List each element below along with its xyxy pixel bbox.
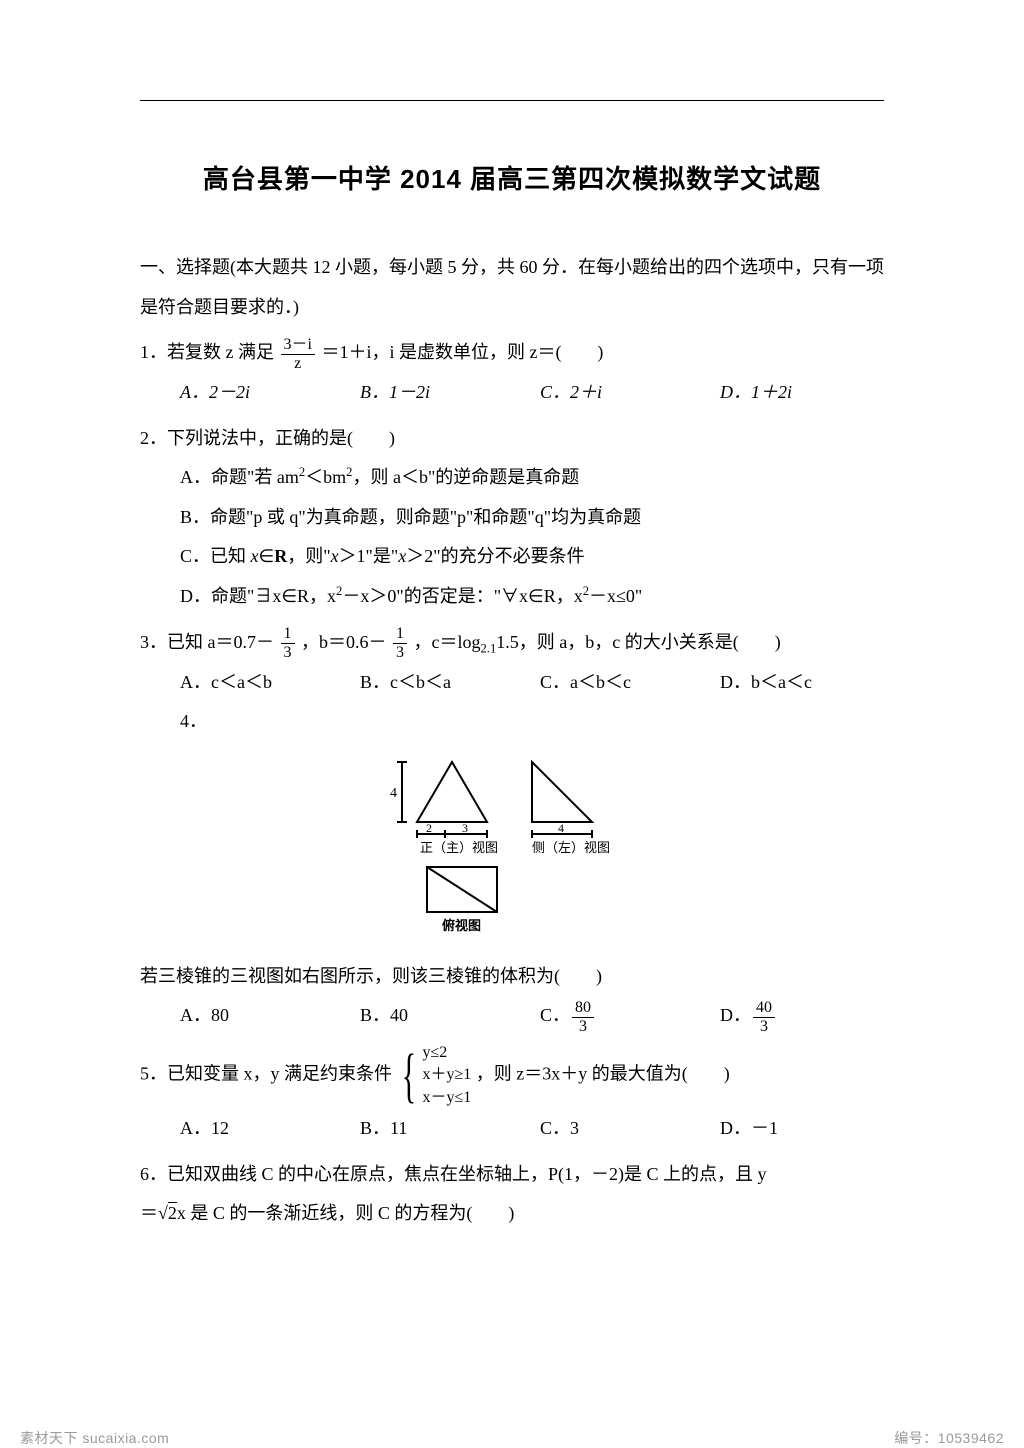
q1-frac-num: 3－i — [281, 336, 315, 355]
three-view-svg: 4 2 3 正（主）视图 4 侧（左）视图 — [372, 752, 652, 932]
q5-sys2: x＋y≥1 — [423, 1064, 472, 1086]
q1-stem-pre: 1．若复数 z 满足 — [140, 342, 274, 362]
q2-c-text: C．已知 x∈R，则"x＞1"是"x＞2"的充分不必要条件 — [180, 546, 585, 566]
q4cn: 80 — [572, 999, 594, 1018]
q4-opt-c: C．803 — [540, 996, 660, 1036]
q4-opt-b: B．40 — [360, 996, 480, 1036]
q5-system: { y≤2 x＋y≥1 x－y≤1 — [397, 1042, 472, 1109]
q2-a-post: ，则 a＜b"的逆命题是真命题 — [352, 467, 579, 487]
question-6-line2: ＝√2x 是 C 的一条渐近线，则 C 的方程为( ) — [140, 1194, 884, 1234]
q5-sys-lines: y≤2 x＋y≥1 x－y≤1 — [423, 1042, 472, 1109]
svg-text:侧（左）视图: 侧（左）视图 — [532, 840, 610, 855]
q2-opt-a: A．命题"若 am2＜bm2，则 a＜b"的逆命题是真命题 — [140, 458, 884, 498]
q5-opt-b: B．11 — [360, 1109, 480, 1149]
top-rule — [140, 100, 884, 101]
q3-pre: 3．已知 a＝0.7－ — [140, 632, 274, 652]
q4-opt-a: A．80 — [180, 996, 300, 1036]
q5-opt-c: C．3 — [540, 1109, 660, 1149]
q5-post: ，则 z＝3x＋y 的最大值为( ) — [476, 1064, 730, 1084]
q3-mid1: ，b＝0.6－ — [301, 632, 387, 652]
section-desc: (本大题共 12 小题，每小题 5 分，共 60 分．在每小题给出的四个选项中，… — [140, 257, 884, 317]
q4dn: 40 — [753, 999, 775, 1018]
q1-frac-den: z — [281, 355, 315, 373]
watermark-right: 编号：10539462 — [894, 1428, 1004, 1448]
q4c-pre: C． — [540, 1005, 570, 1025]
q5-options: A．12 B．11 C．3 D．－1 — [140, 1109, 884, 1149]
question-4-num: 4． — [140, 702, 884, 742]
q2-d-mid: －x＞0"的否定是："∀x∈R，x — [342, 586, 582, 606]
question-2-stem: 2．下列说法中，正确的是( ) — [140, 419, 884, 459]
left-brace-icon: { — [401, 1045, 415, 1105]
question-1: 1．若复数 z 满足 3－i z ＝1＋i，i 是虚数单位，则 z＝( ) — [140, 333, 884, 373]
q1-opt-c: C．2＋i — [540, 373, 660, 413]
q1-stem-post: ＝1＋i，i 是虚数单位，则 z＝( ) — [321, 342, 603, 362]
q2-d-post: －x≤0" — [589, 586, 642, 606]
q3-options: A．c＜a＜b B．c＜b＜a C．a＜b＜c D．b＜a＜c — [140, 663, 884, 703]
q3-opt-d: D．b＜a＜c — [720, 663, 840, 703]
q1-frac: 3－i z — [281, 336, 315, 372]
svg-text:3: 3 — [462, 821, 468, 835]
q3-opt-c: C．a＜b＜c — [540, 663, 660, 703]
question-5: 5．已知变量 x，y 满足约束条件 { y≤2 x＋y≥1 x－y≤1 ，则 z… — [140, 1042, 884, 1109]
q3-f1n: 1 — [281, 625, 295, 644]
q3-post: 1.5，则 a，b，c 的大小关系是( ) — [496, 632, 780, 652]
question-3: 3．已知 a＝0.7－ 13 ，b＝0.6－ 13 ，c＝log2.11.5，则… — [140, 623, 884, 663]
q2-opt-c: C．已知 x∈R，则"x＞1"是"x＞2"的充分不必要条件 — [140, 537, 884, 577]
q4-diagram: 4 2 3 正（主）视图 4 侧（左）视图 — [140, 752, 884, 947]
q1-opt-a: A．2－2i — [180, 373, 300, 413]
q6-sqrt: 2 — [168, 1203, 177, 1223]
q2-a-pre: A．命题"若 am — [180, 467, 299, 487]
q4-options: A．80 B．40 C．803 D．403 — [140, 996, 884, 1036]
q5-sys3: x－y≤1 — [423, 1087, 472, 1109]
exam-page: 高台县第一中学 2014 届高三第四次模拟数学文试题 一、选择题(本大题共 12… — [0, 0, 1024, 1294]
svg-text:4: 4 — [558, 821, 564, 835]
q5-sys1: y≤2 — [423, 1042, 472, 1064]
q3-frac1: 13 — [281, 625, 295, 661]
q4d-frac: 403 — [753, 999, 775, 1035]
watermark-left: 素材天下 sucaixia.com — [20, 1428, 169, 1448]
svg-text:4: 4 — [390, 786, 397, 801]
q1-options: A．2－2i B．1－2i C．2＋i D．1＋2i — [140, 373, 884, 413]
q1-opt-b: B．1－2i — [360, 373, 480, 413]
svg-text:俯视图: 俯视图 — [442, 918, 481, 932]
q1-opt-d: D．1＋2i — [720, 373, 840, 413]
q2-opt-b: B．命题"p 或 q"为真命题，则命题"p"和命题"q"均为真命题 — [140, 498, 884, 538]
svg-text:2: 2 — [426, 821, 432, 835]
page-title: 高台县第一中学 2014 届高三第四次模拟数学文试题 — [140, 151, 884, 208]
q5-pre: 5．已知变量 x，y 满足约束条件 — [140, 1064, 392, 1084]
q4c-frac: 803 — [572, 999, 594, 1035]
q6-pre: ＝ — [140, 1203, 158, 1223]
q2-opt-d: D．命题"∃x∈R，x2－x＞0"的否定是："∀x∈R，x2－x≤0" — [140, 577, 884, 617]
q4-stem: 若三棱锥的三视图如右图所示，则该三棱锥的体积为( ) — [140, 957, 884, 997]
question-6-line1: 6．已知双曲线 C 的中心在原点，焦点在坐标轴上，P(1，－2)是 C 上的点，… — [140, 1155, 884, 1195]
q4cd: 3 — [572, 1018, 594, 1036]
svg-text:正（主）视图: 正（主）视图 — [420, 840, 498, 855]
q4d-pre: D． — [720, 1005, 751, 1025]
q3-f2n: 1 — [393, 625, 407, 644]
q3-opt-a: A．c＜a＜b — [180, 663, 300, 703]
q5-opt-a: A．12 — [180, 1109, 300, 1149]
q3-logbase: 2.1 — [481, 641, 497, 655]
q6-post: x 是 C 的一条渐近线，则 C 的方程为( ) — [177, 1203, 515, 1223]
q4dd: 3 — [753, 1018, 775, 1036]
section-label: 一、选择题 — [140, 257, 230, 277]
section-1-header: 一、选择题(本大题共 12 小题，每小题 5 分，共 60 分．在每小题给出的四… — [140, 248, 884, 327]
q5-opt-d: D．－1 — [720, 1109, 840, 1149]
q3-f1d: 3 — [281, 644, 295, 662]
q2-d-pre: D．命题"∃x∈R，x — [180, 586, 336, 606]
q3-mid2: ，c＝log — [414, 632, 481, 652]
q3-f2d: 3 — [393, 644, 407, 662]
q2-a-mid: ＜bm — [305, 467, 346, 487]
q4-opt-d: D．403 — [720, 996, 840, 1036]
q3-frac2: 13 — [393, 625, 407, 661]
q3-opt-b: B．c＜b＜a — [360, 663, 480, 703]
